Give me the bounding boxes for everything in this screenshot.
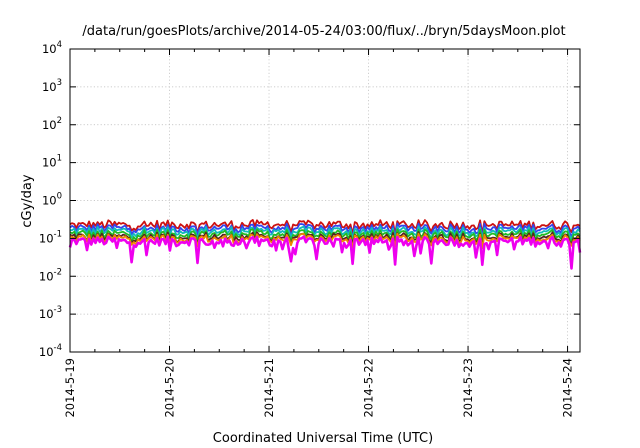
x-tick-label: 2014-5-22 [362,358,376,418]
y-tick-label: 104 [42,40,62,56]
x-axis-label: Coordinated Universal Time (UTC) [213,431,433,446]
y-tick-label: 102 [42,116,62,132]
y-tick-label: 101 [42,154,62,170]
series-line [69,228,581,245]
y-tick-label: 10-2 [39,267,62,283]
series-line [69,219,581,235]
x-tick-label: 2014-5-19 [63,358,77,418]
grid-lines [69,49,580,352]
y-tick-label: 10-4 [39,343,62,359]
series-line [69,222,581,239]
y-tick-label: 103 [42,78,62,94]
x-tick-label: 2014-5-24 [561,358,575,418]
x-tick-label: 2014-5-21 [262,358,276,418]
x-tick-label: 2014-5-23 [461,358,475,418]
series-group [68,219,582,270]
series-line [68,235,582,270]
y-tick-label: 100 [42,192,62,208]
y-axis-label: cGy/day [20,174,35,228]
chart-title: /data/run/goesPlots/archive/2014-05-24/0… [82,24,565,39]
axis-ticks: 104 103 102 101 100 10-1 10-2 10-3 10-42014-5-19… [39,40,580,418]
y-tick-label: 10-3 [39,305,62,321]
x-tick-label: 2014-5-20 [163,358,177,418]
y-tick-label: 10-1 [39,229,62,245]
